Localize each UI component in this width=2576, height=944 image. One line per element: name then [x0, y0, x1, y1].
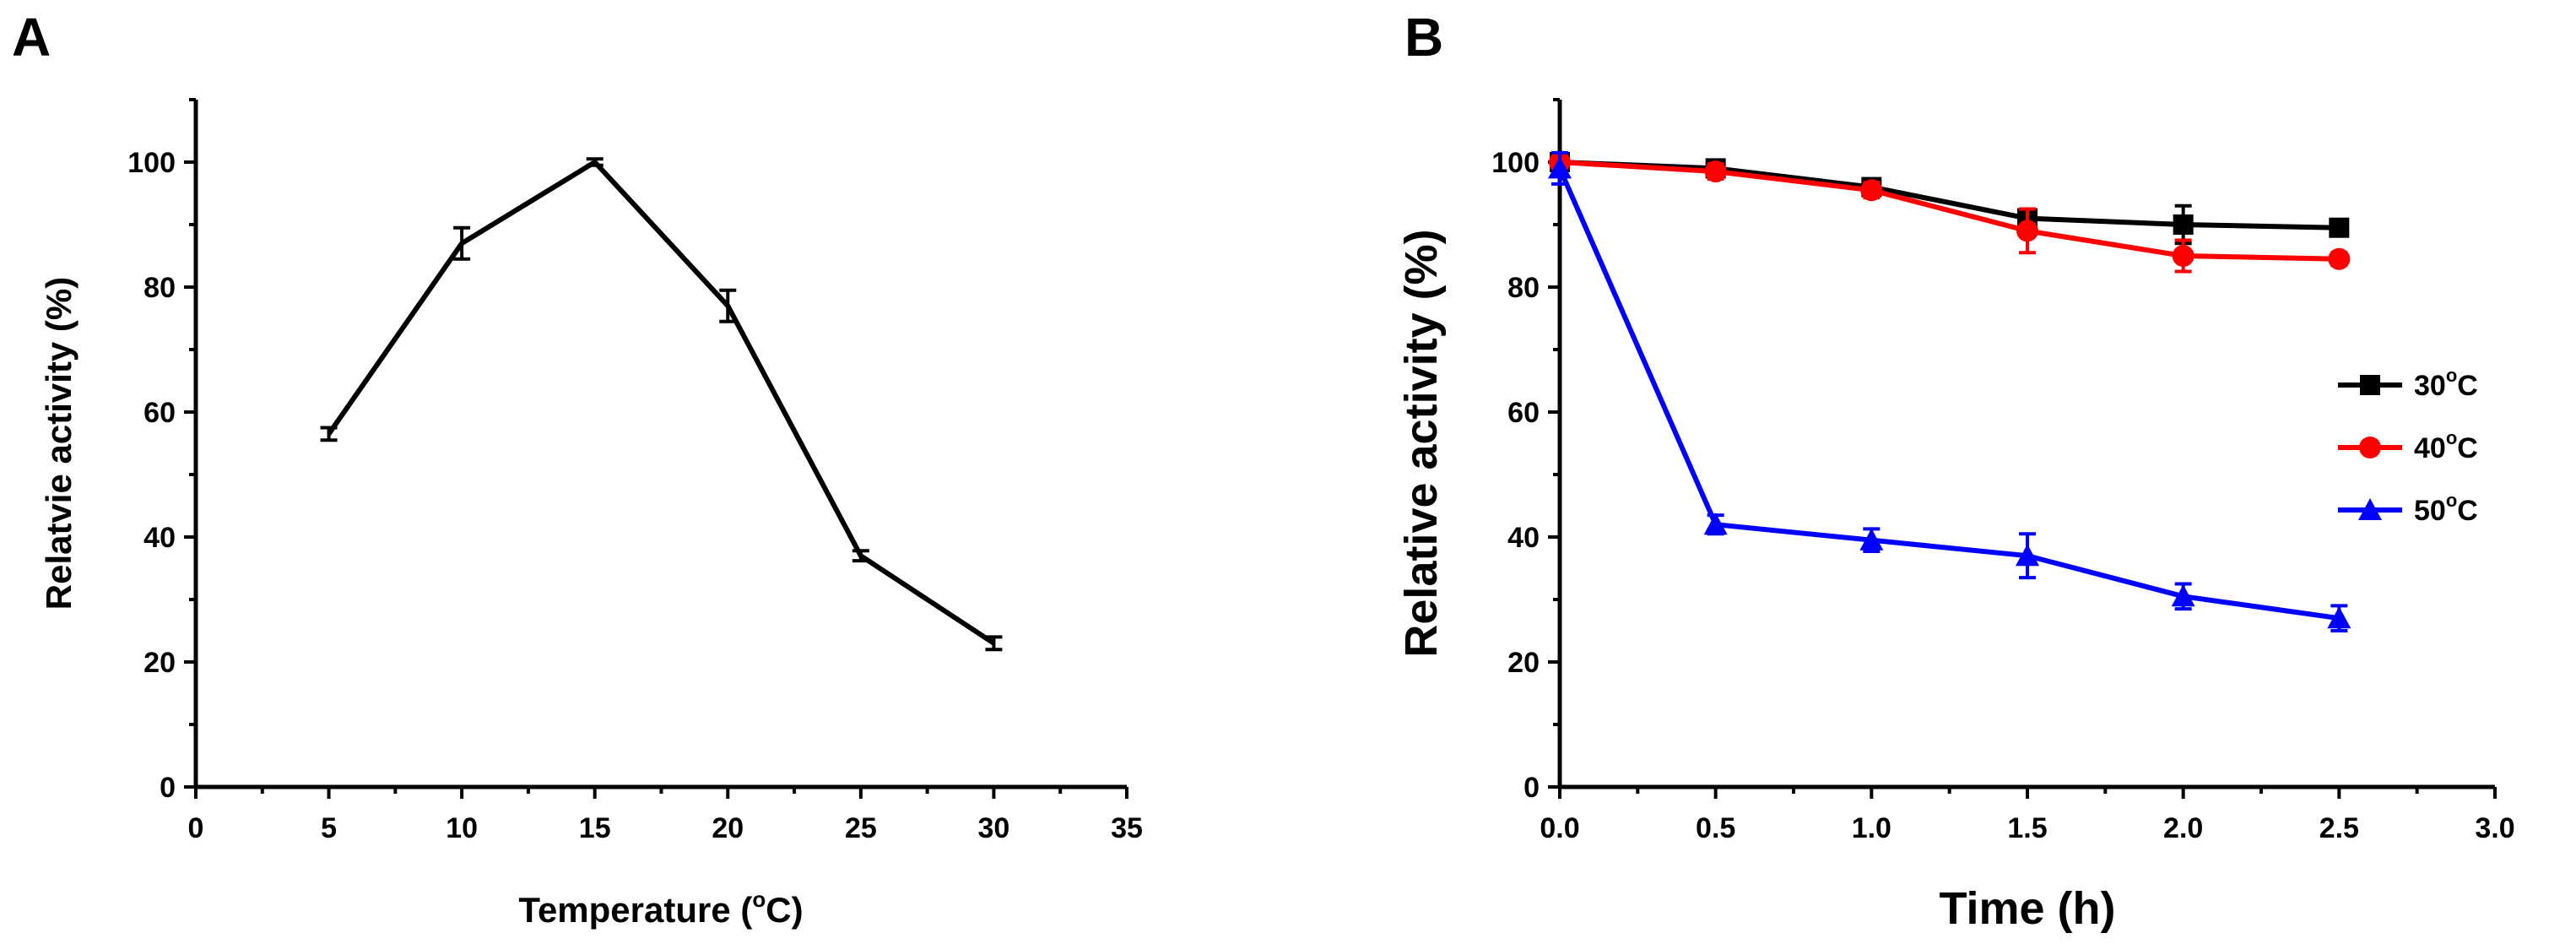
- legend-label-degree: o: [2446, 427, 2457, 448]
- legend-label-value: 40: [2414, 432, 2446, 464]
- panel-b-x-tick-label: 1.0: [1852, 812, 1891, 844]
- panel-b-x-tick-label: 2.5: [2319, 812, 2359, 844]
- panel-a-x-title-main: Temperature (: [518, 890, 752, 930]
- panel-a-x-tick-label: 0: [188, 812, 204, 844]
- panel-a-x-tick-label: 35: [1111, 812, 1143, 844]
- panel-a-x-ticks: 0 5 10 15 20 25 30 35: [188, 787, 1143, 844]
- panel-b-point-1: [2329, 217, 2350, 238]
- panel-b-point-1: [2173, 214, 2194, 235]
- legend-label-30: 30oC: [2414, 365, 2478, 402]
- panel-b-point-3: [2171, 584, 2195, 607]
- panel-a-y-axis-title: Relatvie activity (%): [39, 277, 78, 610]
- panel-a-y-tick-label: 40: [143, 522, 176, 554]
- legend-label-value: 50: [2414, 495, 2446, 527]
- panel-a-x-title-unit: C): [766, 890, 803, 930]
- panel-b-x-tick-label: 2.0: [2163, 812, 2203, 844]
- panel-b-point-2: [2172, 245, 2194, 267]
- panel-a-y-tick-label: 100: [127, 147, 176, 179]
- panel-a-x-tick-label: 20: [712, 812, 744, 844]
- legend-label-unit: C: [2457, 495, 2478, 527]
- panel-b-point-3: [2016, 544, 2039, 567]
- legend-label-value: 30: [2414, 370, 2446, 402]
- panel-b-x-axis-title: Time (h): [1939, 883, 2115, 934]
- panel-a-series: [320, 157, 1003, 652]
- panel-b-x-tick-label: 3.0: [2475, 812, 2514, 844]
- panel-a-y-tick-label: 0: [160, 772, 176, 804]
- panel-b-point-3: [2327, 606, 2351, 629]
- legend-label-40: 40oC: [2414, 427, 2478, 464]
- legend-marker-30: [2360, 375, 2380, 395]
- panel-b-series-line-3: [1557, 167, 2340, 621]
- panel-b-y-ticks: 0 20 40 60 80 100: [1491, 98, 1560, 804]
- panel-b-label: B: [1404, 7, 1443, 68]
- legend-label-unit: C: [2457, 370, 2478, 402]
- panel-b-y-tick-label: 100: [1491, 147, 1540, 179]
- panel-a-label: A: [12, 7, 51, 68]
- panel-b-x-tick-label: 0.5: [1696, 812, 1735, 844]
- panel-a-x-title-degree: o: [752, 887, 766, 912]
- legend-marker-40: [2359, 437, 2381, 458]
- panel-b-point-3: [1548, 156, 1572, 179]
- panel-b-y-tick-label: 20: [1507, 647, 1540, 679]
- panel-a-y-tick-label: 20: [143, 647, 176, 679]
- panel-a-x-tick-label: 25: [845, 812, 877, 844]
- panel-b-x-tick-label: 1.5: [2007, 812, 2047, 844]
- panel-b-series-line-2: [1559, 160, 2340, 262]
- panel-b-series: [1548, 150, 2351, 632]
- panel-b-point-2: [1704, 160, 1727, 183]
- panel-b-y-tick-label: 60: [1507, 397, 1540, 429]
- panel-b-series-line-1: [1559, 160, 2340, 231]
- panel-b-y-axis-title: Relative activity (%): [1396, 229, 1447, 657]
- panel-a-x-tick-label: 5: [321, 812, 337, 844]
- panel-b-y-tick-label: 40: [1507, 522, 1540, 554]
- panel-b-y-tick-label: 80: [1507, 272, 1540, 304]
- legend-label-degree: o: [2446, 365, 2457, 386]
- panel-a-x-tick-label: 30: [978, 812, 1010, 844]
- panel-a-x-tick-label: 10: [446, 812, 478, 844]
- panel-a-y-tick-label: 60: [143, 397, 176, 429]
- panel-a-series-line-1: [327, 160, 996, 646]
- panel-a-y-ticks: 0 20 40 60 80 100: [127, 98, 196, 804]
- panel-b-point-2: [1860, 179, 1883, 202]
- panel-b-point-2: [2016, 220, 2038, 242]
- panel-a-x-tick-label: 15: [579, 812, 611, 844]
- panel-b-x-ticks: 0.0 0.5 1.0 1.5 2.0 2.5 3.0: [1540, 787, 2515, 844]
- legend-label-unit: C: [2457, 432, 2478, 464]
- legend-label-degree: o: [2446, 490, 2457, 511]
- panel-b-point-3: [1703, 513, 1728, 535]
- panel-b-x-tick-label: 0.0: [1540, 812, 1579, 844]
- panel-b-y-tick-label: 0: [1523, 772, 1540, 804]
- panel-b: B 0 20 40 60 80 100 0.0 0.5 1.0 1.5 2.0 2.5 3.0 Rel…: [1396, 7, 2515, 934]
- legend-label-50: 50oC: [2414, 490, 2478, 527]
- panel-a-x-axis-title: Temperature (oC): [518, 887, 803, 930]
- legend-marker-50: [2358, 498, 2382, 520]
- panel-a-y-tick-label: 80: [143, 272, 176, 304]
- panel-b-point-2: [2328, 247, 2351, 270]
- panel-a: A 0 20 40 60 80 100 0 5 10 15 20 25 30 35 Relatvie a…: [12, 7, 1143, 930]
- panel-b-point-3: [1859, 528, 1884, 551]
